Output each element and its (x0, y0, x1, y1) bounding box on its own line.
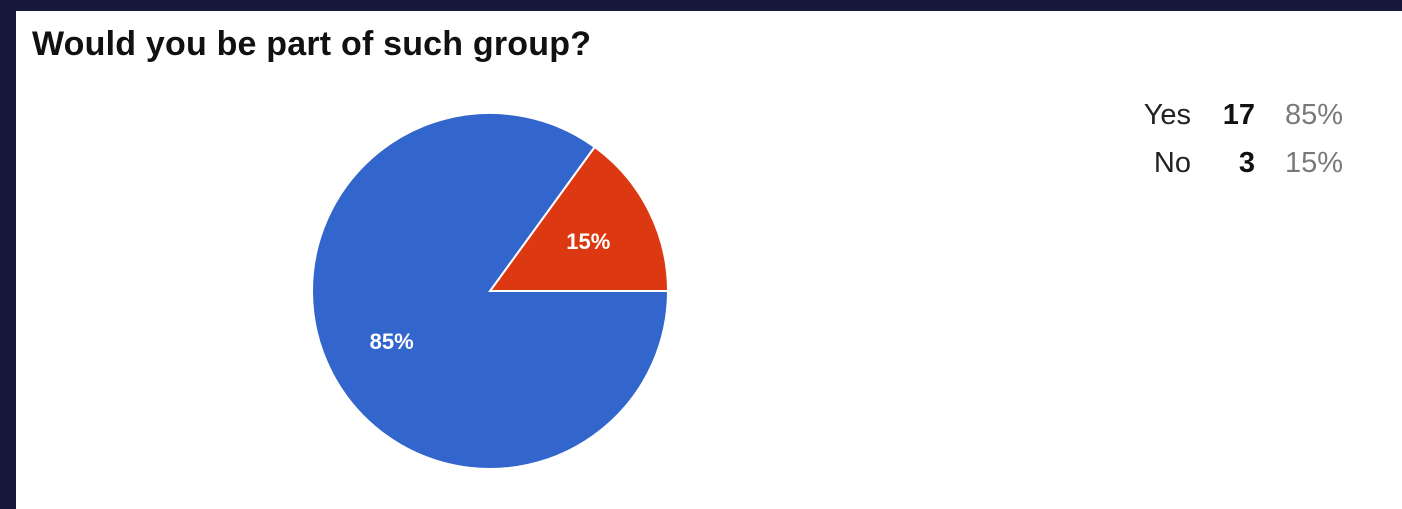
legend-percent: 15% (1285, 146, 1344, 179)
chart-panel: Would you be part of such group? 15% 85% … (16, 11, 1402, 509)
legend-label: Yes (1143, 98, 1191, 131)
legend-row-yes: Yes 17 85% (1111, 91, 1343, 139)
slice-label-yes: 85% (370, 329, 414, 354)
pie-slice-no (488, 145, 670, 292)
pie-slice-yes (311, 112, 670, 470)
legend-row-no: No 3 15% (1111, 139, 1343, 187)
pie-chart: 15% 85% (311, 112, 670, 470)
legend-label: No (1153, 146, 1191, 179)
legend-count: 17 (1222, 98, 1255, 131)
chart-title: Would you be part of such group? (32, 25, 592, 63)
legend-count: 3 (1238, 146, 1255, 179)
slice-label-no: 15% (566, 229, 610, 254)
legend-percent: 85% (1285, 98, 1344, 131)
legend-table: Yes 17 85% No 3 15% (1111, 91, 1343, 187)
